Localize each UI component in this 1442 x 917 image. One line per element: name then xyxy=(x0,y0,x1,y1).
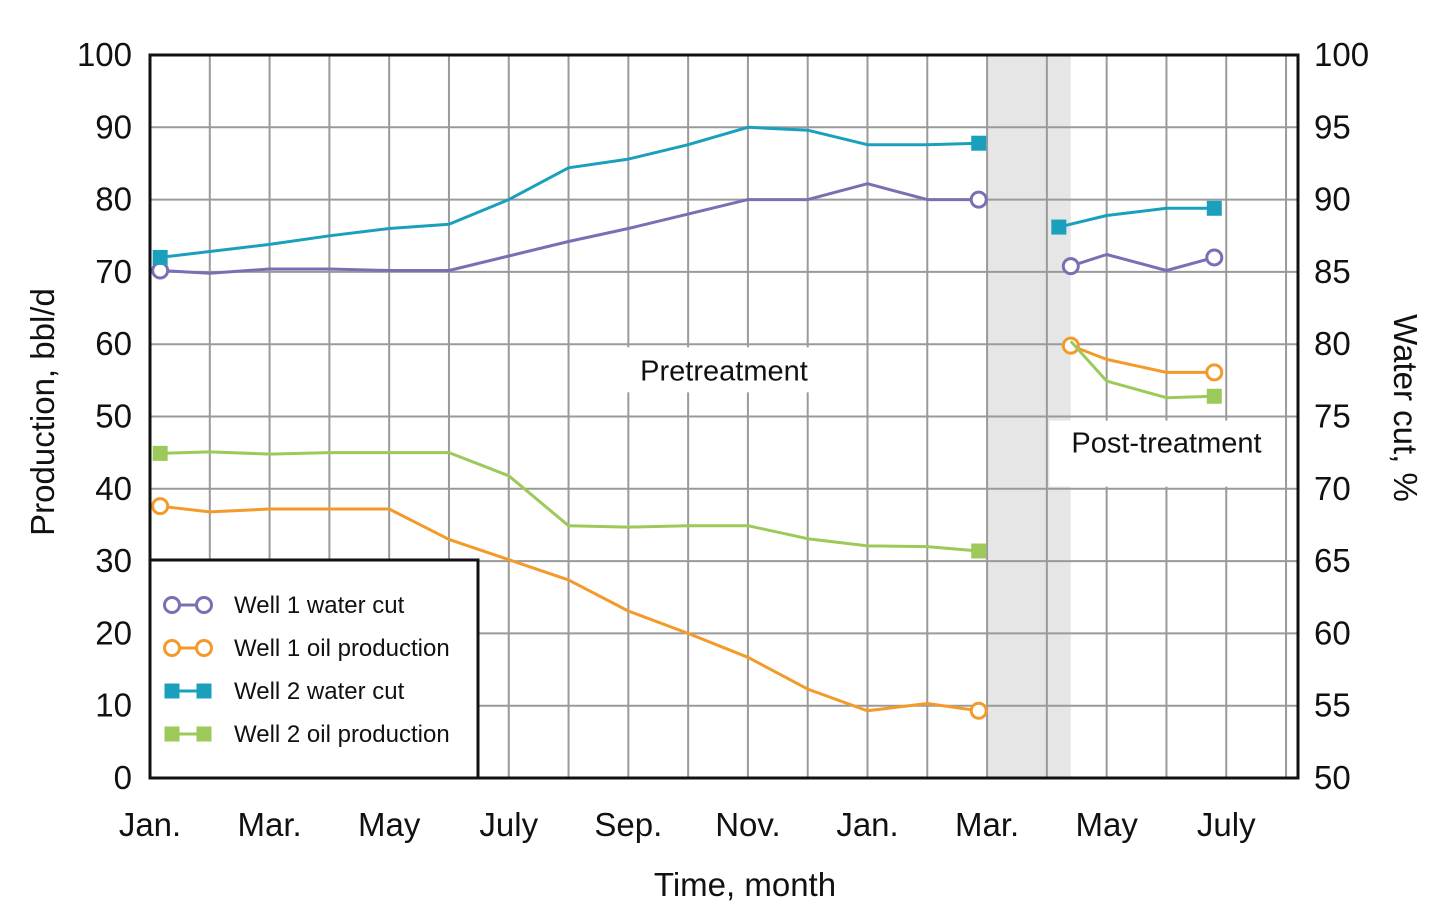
data-point-well-1-water-cut xyxy=(969,190,988,209)
legend-item-well-2-oil-production: Well 2 oil production xyxy=(164,721,450,748)
legend-label: Well 2 oil production xyxy=(234,721,450,748)
data-point-well-2-oil-production xyxy=(1206,388,1222,404)
legend-item-well-2-water-cut: Well 2 water cut xyxy=(164,678,405,705)
data-point-well-2-oil-production xyxy=(152,445,168,461)
y-tick-label-right: 100 xyxy=(1314,36,1369,73)
series-line-well-2-water-cut xyxy=(160,125,979,259)
y-tick-label-right: 90 xyxy=(1314,181,1351,218)
legend-item-well-1-oil-production: Well 1 oil production xyxy=(163,635,450,662)
data-point-well-1-oil-production xyxy=(1205,363,1224,382)
data-point-legend xyxy=(196,726,212,742)
annotation-background xyxy=(1049,420,1282,487)
data-point-well-1-water-cut xyxy=(1061,257,1080,276)
series-line-well-2-oil-production xyxy=(1069,340,1215,400)
data-point-legend xyxy=(163,639,181,657)
y-tick-label-right: 60 xyxy=(1314,614,1351,651)
y-tick-label-left: 70 xyxy=(95,253,132,290)
x-axis-title: Time, month xyxy=(654,866,836,903)
y-tick-label-left: 90 xyxy=(95,108,132,145)
legend-label: Well 2 water cut xyxy=(234,678,405,705)
x-tick-label: Jan. xyxy=(119,806,181,843)
data-point-legend xyxy=(195,639,213,657)
y-tick-label-right: 70 xyxy=(1314,470,1351,507)
series-line-well-1-water-cut xyxy=(1070,253,1215,272)
y-axis-title-left: Production, bbl/d xyxy=(24,288,61,536)
series-layer xyxy=(151,125,1224,720)
x-tick-label: Mar. xyxy=(237,806,301,843)
legend: Well 1 water cut Well 1 oil production Wel… xyxy=(148,558,480,780)
data-point-legend xyxy=(196,683,212,699)
series-well-2-oil-production xyxy=(152,340,1222,559)
plot-frame-rect xyxy=(148,53,1300,780)
x-tick-label: Jan. xyxy=(836,806,898,843)
series-well-1-oil-production xyxy=(151,336,1224,720)
legend-label: Well 1 water cut xyxy=(234,592,405,619)
data-point-legend xyxy=(195,596,213,614)
legend-item-well-1-water-cut: Well 1 water cut xyxy=(163,592,405,619)
data-point-well-1-oil-production xyxy=(151,497,170,516)
legend-label: Well 1 oil production xyxy=(234,635,450,662)
data-point-legend xyxy=(164,683,180,699)
x-tick-label: Sep. xyxy=(594,806,662,843)
x-tick-label: May xyxy=(1075,806,1138,843)
y-tick-label-right: 95 xyxy=(1314,108,1351,145)
plot-frame xyxy=(148,53,1300,780)
y-tick-label-left: 10 xyxy=(95,687,132,724)
x-tick-label: July xyxy=(1197,806,1256,843)
data-point-well-2-water-cut xyxy=(971,135,987,151)
data-point-legend xyxy=(164,726,180,742)
series-well-2-water-cut xyxy=(152,125,1222,265)
series-line-well-1-oil-production xyxy=(160,504,979,713)
y-tick-label-left: 100 xyxy=(77,36,132,73)
annotation-background xyxy=(619,347,829,393)
series-line-well-1-water-cut xyxy=(160,182,979,275)
y-tick-label-right: 65 xyxy=(1314,542,1351,579)
y-tick-label-left: 40 xyxy=(95,470,132,507)
data-point-well-1-water-cut xyxy=(151,261,170,280)
y-tick-label-left: 60 xyxy=(95,325,132,362)
y-tick-label-left: 0 xyxy=(114,759,132,796)
y-tick-label-right: 80 xyxy=(1314,325,1351,362)
y-tick-label-left: 30 xyxy=(95,542,132,579)
axis-text: 0 10 20 30 40 50 60 70 80 90 100 50 55 60 65 70 75 80 85 90… xyxy=(24,36,1424,903)
data-point-well-2-water-cut xyxy=(1051,219,1067,235)
y-tick-label-right: 75 xyxy=(1314,398,1351,435)
data-point-well-2-water-cut xyxy=(1206,200,1222,216)
x-tick-label: Nov. xyxy=(715,806,780,843)
annotation-label: Post-treatment xyxy=(1071,428,1261,460)
gridlines xyxy=(150,55,1298,778)
x-tick-label: May xyxy=(358,806,421,843)
y-tick-label-right: 50 xyxy=(1314,759,1351,796)
y-tick-label-left: 50 xyxy=(95,398,132,435)
data-point-well-2-oil-production xyxy=(971,543,987,559)
y-tick-label-left: 20 xyxy=(95,614,132,651)
data-point-legend xyxy=(163,596,181,614)
annotation-backgrounds xyxy=(619,347,1282,487)
x-tick-label: July xyxy=(479,806,538,843)
y-tick-label-left: 80 xyxy=(95,181,132,218)
series-line-well-1-oil-production xyxy=(1070,344,1215,374)
x-tick-label: Mar. xyxy=(955,806,1019,843)
series-well-1-water-cut xyxy=(151,182,1224,280)
annotation-label: Pretreatment xyxy=(640,355,808,387)
data-point-well-1-oil-production xyxy=(969,701,988,720)
data-point-well-1-water-cut xyxy=(1205,248,1224,267)
data-point-well-2-water-cut xyxy=(152,249,168,265)
y-axis-title-right: Water cut, % xyxy=(1387,314,1424,502)
y-tick-label-right: 55 xyxy=(1314,687,1351,724)
series-line-well-2-oil-production xyxy=(160,450,979,553)
series-line-well-2-water-cut xyxy=(1058,206,1215,229)
y-tick-label-right: 85 xyxy=(1314,253,1351,290)
data-point-well-1-oil-production xyxy=(1061,336,1080,355)
